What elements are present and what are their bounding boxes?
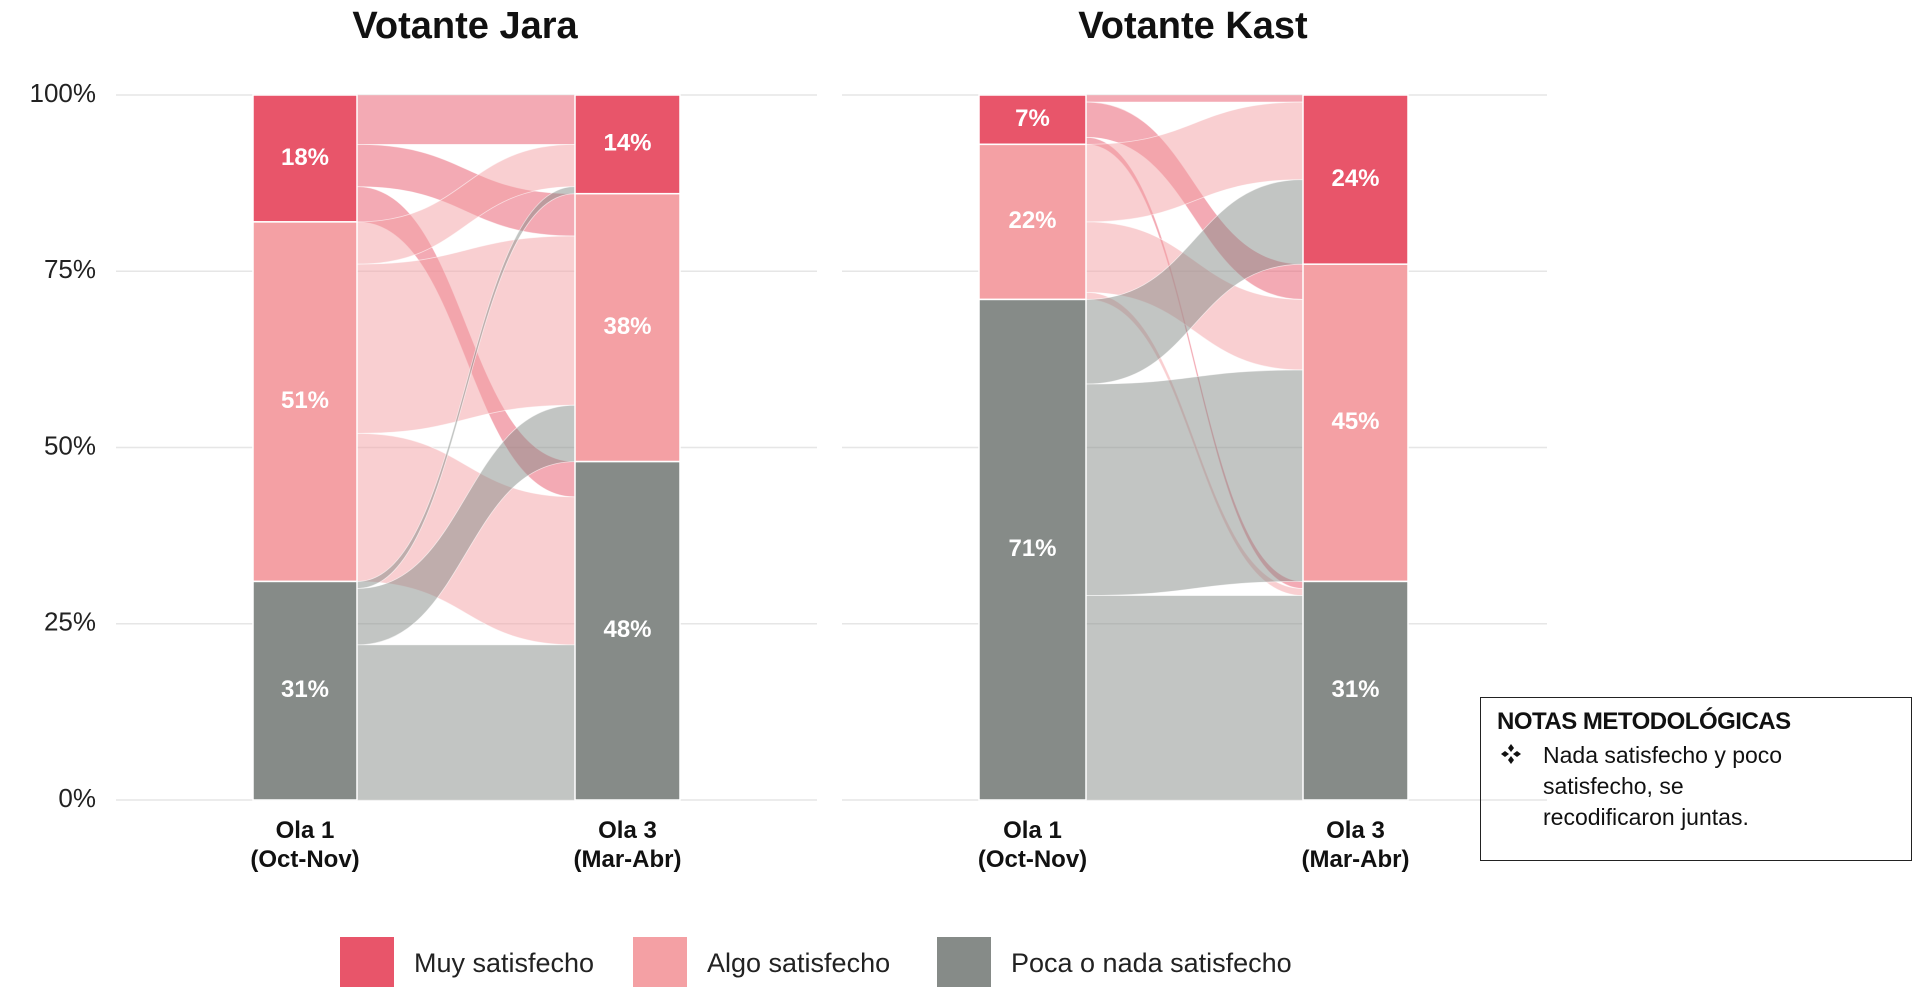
flow	[356, 644, 576, 801]
note-title: NOTAS METODOLÓGICAS	[1497, 708, 1791, 735]
y-tick-label: 100%	[30, 78, 97, 108]
value-label: 31%	[281, 676, 329, 703]
value-label: 38%	[603, 313, 651, 340]
value-label: 22%	[1008, 207, 1056, 234]
legend-label: Muy satisfecho	[414, 948, 594, 978]
bar-segment	[978, 143, 1087, 301]
flow	[1085, 94, 1304, 103]
value-label: 24%	[1331, 165, 1379, 192]
flow	[1085, 595, 1304, 801]
bar-segment	[574, 192, 681, 463]
legend-swatch	[937, 937, 991, 987]
chart-title: Votante Jara	[352, 5, 578, 47]
bar-segment	[978, 94, 1087, 146]
y-tick-label: 0%	[58, 783, 96, 813]
chart-title: Votante Kast	[1078, 5, 1308, 47]
value-label: 31%	[1331, 676, 1379, 703]
bar-segment	[574, 94, 681, 195]
value-label: 48%	[603, 616, 651, 643]
bar-segment	[252, 580, 358, 801]
bullet-icon	[1501, 744, 1521, 764]
bar-segment	[1302, 94, 1409, 265]
legend-swatch	[633, 937, 687, 987]
bar-segment	[978, 298, 1087, 801]
value-label: 18%	[281, 144, 329, 171]
x-tick-label: Ola 1 (Oct-Nov)	[977, 817, 1088, 873]
flow	[356, 235, 576, 434]
x-tick-label: Ola 1 (Oct-Nov)	[250, 817, 360, 873]
value-label: 45%	[1331, 408, 1379, 435]
x-tick-label: Ola 3 (Mar-Abr)	[573, 817, 682, 873]
value-label: 51%	[281, 387, 329, 414]
y-tick-label: 75%	[44, 254, 96, 284]
bar-segment	[574, 460, 681, 801]
x-tick-label: Ola 3 (Mar-Abr)	[1301, 817, 1410, 873]
note-item: Nada satisfecho y poco satisfecho, se re…	[1497, 740, 1895, 833]
y-tick-label: 25%	[44, 607, 96, 637]
note-box: NOTAS METODOLÓGICAS Nada satisfecho y po…	[1480, 697, 1912, 861]
value-label: 7%	[1015, 105, 1050, 132]
value-label: 14%	[603, 130, 651, 157]
legend-swatch	[340, 937, 394, 987]
legend-label: Poca o nada satisfecho	[1011, 948, 1292, 978]
note-text: Nada satisfecho y poco satisfecho, se re…	[1543, 742, 1783, 830]
value-label: 71%	[1008, 535, 1056, 562]
flow	[1085, 369, 1304, 596]
bar-segment	[252, 221, 358, 583]
flow	[356, 94, 576, 145]
bar-segment	[1302, 580, 1409, 801]
legend-label: Algo satisfecho	[707, 948, 890, 978]
y-tick-label: 50%	[44, 430, 96, 460]
